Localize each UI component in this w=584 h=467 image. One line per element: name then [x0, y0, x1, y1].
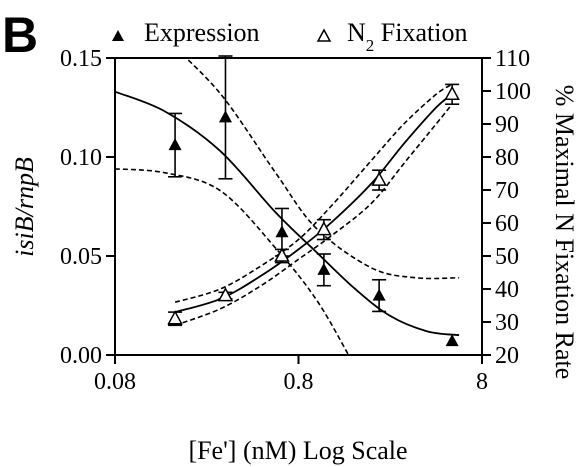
- fit-line-expression: [115, 90, 460, 337]
- x-axis-label: [Fe'] (nM) Log Scale: [188, 436, 407, 465]
- fit-curves: [115, 58, 460, 355]
- panel-label: B: [2, 7, 38, 63]
- y-axis-label-right: % Maximal N Fixation Rate: [550, 85, 579, 380]
- marker-n2-fixation-2: [274, 247, 290, 262]
- right-tick-label-6: 80: [495, 145, 519, 171]
- marker-n2-fixation-0: [167, 310, 183, 325]
- right-tick-label-3: 50: [495, 244, 519, 270]
- plot-frame: [114, 57, 483, 356]
- right-tick-label-1: 30: [495, 310, 519, 336]
- x-tick-label-0: 0.08: [94, 369, 136, 395]
- left-tick-label-0: 0.00: [60, 343, 102, 369]
- legend-open-triangle-icon: [316, 28, 332, 42]
- marker-expression-5: [445, 334, 459, 347]
- left-axis-ticks: 0.00 0.05 0.10 0.15: [60, 46, 115, 369]
- right-tick-label-7: 90: [495, 112, 519, 138]
- right-tick-label-4: 60: [495, 211, 519, 237]
- marker-expression-4: [372, 288, 386, 301]
- legend: Expression N2 Fixation: [112, 18, 467, 55]
- fit-line-n2-fixation: [174, 93, 453, 313]
- legend-label-n2-fixation: N2 Fixation: [347, 18, 467, 55]
- right-tick-label-8: 100: [495, 79, 531, 105]
- ci-upper-n2-fixation: [174, 83, 453, 303]
- right-tick-label-0: 20: [495, 343, 519, 369]
- legend-filled-triangle-icon: [112, 30, 124, 41]
- marker-n2-fixation-4: [371, 171, 387, 186]
- x-tick-label-2: 8: [476, 369, 488, 395]
- ci-lower-expression: [115, 168, 350, 355]
- legend-subscript-2: 2: [366, 36, 375, 55]
- x-axis-ticks: 0.08 0.8 8: [94, 355, 488, 395]
- right-axis-ticks: 20 30 40 50 60 70 80 90 100 110: [482, 46, 531, 369]
- marker-expression-2: [275, 225, 289, 238]
- data-markers: [167, 85, 460, 347]
- left-tick-label-2: 0.10: [60, 145, 102, 171]
- marker-expression-0: [168, 138, 182, 151]
- left-tick-label-3: 0.15: [60, 46, 102, 72]
- x-tick-label-1: 0.8: [284, 369, 314, 395]
- right-tick-label-5: 70: [495, 178, 519, 204]
- marker-n2-fixation-1: [217, 287, 234, 302]
- error-bars: [168, 55, 460, 327]
- ci-upper-expression: [184, 58, 460, 280]
- marker-expression-3: [317, 262, 331, 275]
- marker-n2-fixation-3: [316, 221, 332, 236]
- right-tick-label-9: 110: [495, 46, 530, 72]
- y-axis-label-left: isiB/rnpB: [10, 157, 39, 257]
- left-tick-label-1: 0.05: [60, 244, 102, 270]
- marker-expression-1: [218, 110, 232, 123]
- marker-n2-fixation-5: [444, 85, 460, 101]
- ci-lower-n2-fixation: [174, 103, 453, 327]
- legend-label-expression: Expression: [144, 18, 260, 47]
- right-tick-label-2: 40: [495, 277, 519, 303]
